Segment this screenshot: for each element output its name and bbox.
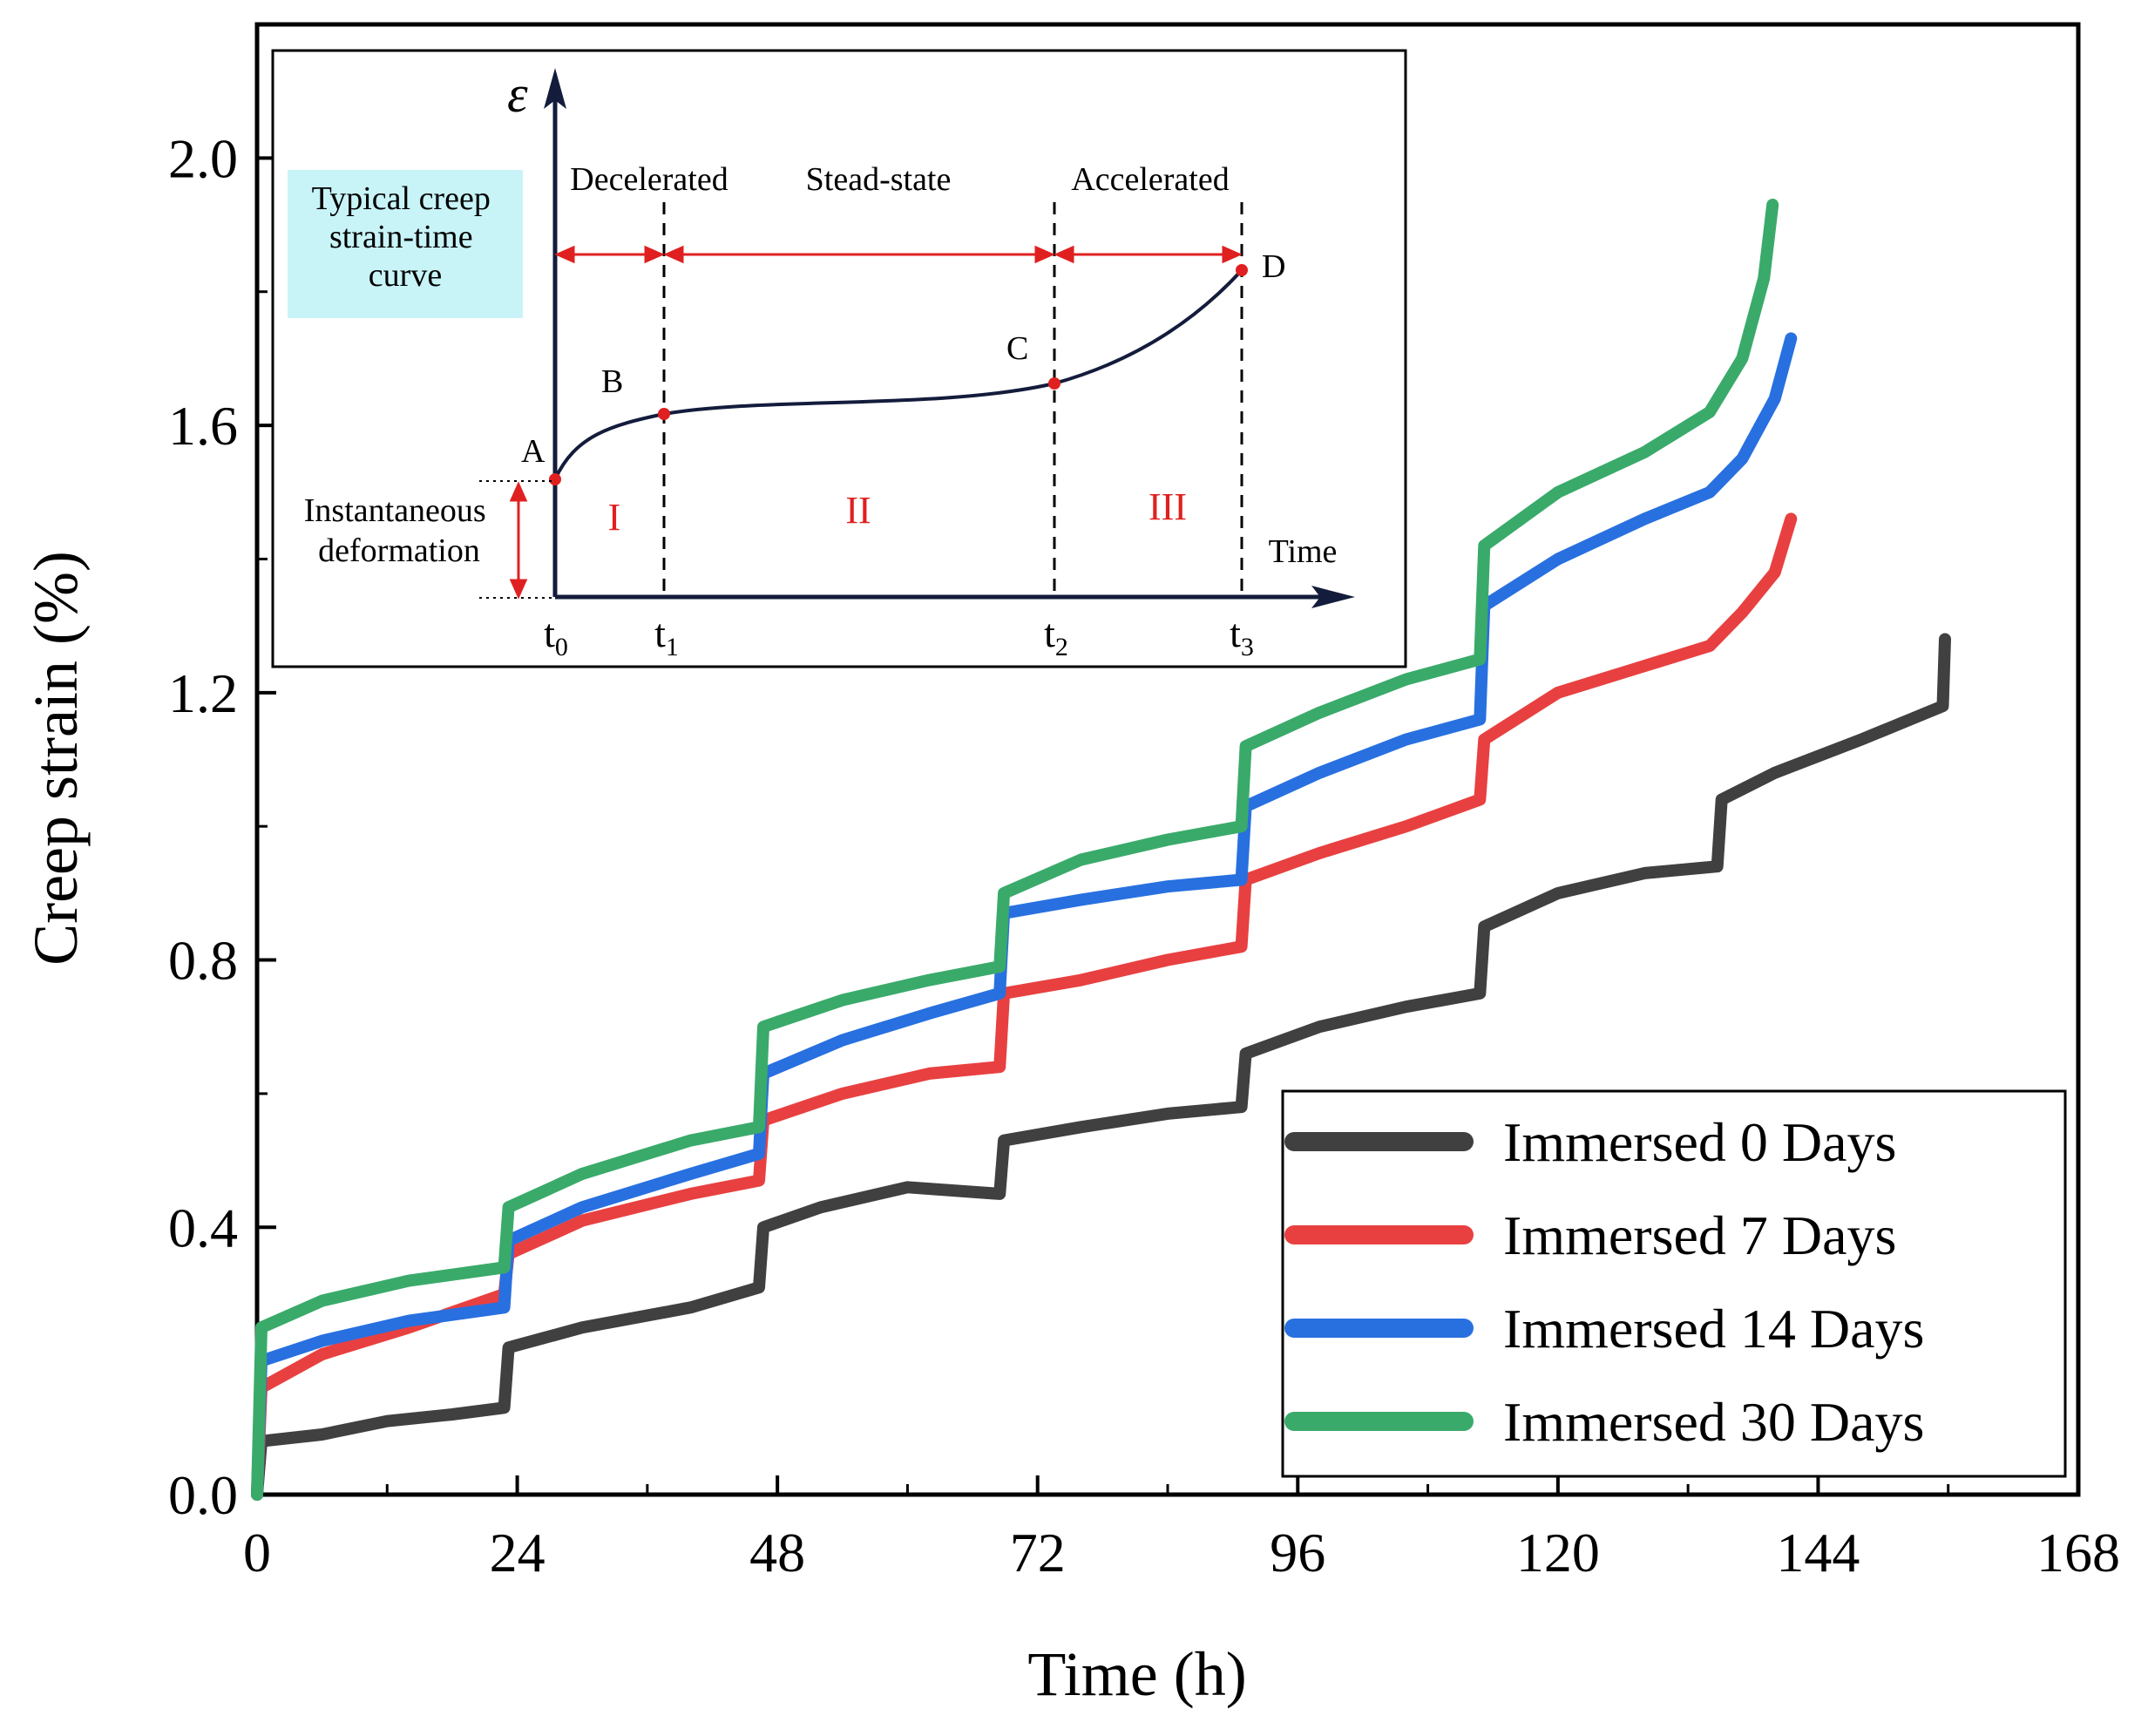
y-tick-label: 0.4 <box>168 1197 238 1258</box>
legend-label-1: Immersed 7 Days <box>1503 1204 1896 1266</box>
inset-creep-curve <box>553 268 1243 480</box>
y-axis-title: Creep strain (%) <box>21 551 91 966</box>
x-tick-label: 0 <box>243 1522 271 1583</box>
y-tick-label: 1.6 <box>168 395 238 457</box>
x-axis-title: Time (h) <box>1027 1639 1246 1709</box>
inset-point-b <box>658 408 670 420</box>
x-tick-label: 72 <box>1010 1522 1066 1583</box>
inset-frame <box>271 49 1407 668</box>
x-tick-label: 96 <box>1270 1522 1325 1583</box>
legend-label-0: Immersed 0 Days <box>1503 1111 1896 1173</box>
x-axis-ticks: 0 24 48 72 96 120 144 168 <box>243 1475 2120 1583</box>
legend-label-2: Immersed 14 Days <box>1503 1298 1924 1360</box>
inset-point-a <box>549 473 561 485</box>
y-tick-label: 1.2 <box>168 662 238 724</box>
inset-label-a: A <box>521 433 545 470</box>
inset-diagram: Typical creep strain-time curve ε Time D… <box>271 49 1407 668</box>
inset-instantaneous-line-1: Instantaneous <box>304 492 486 529</box>
inset-y-symbol: ε <box>507 65 528 123</box>
series-line-2 <box>251 332 1798 1501</box>
inset-stage-arrows <box>554 245 1243 264</box>
legend-label-3: Immersed 30 Days <box>1503 1391 1924 1453</box>
inset-title-box <box>288 170 523 318</box>
inset-stage-steady: Stead-state <box>806 161 952 198</box>
x-tick-label: 24 <box>490 1522 545 1583</box>
x-tick-label: 168 <box>2036 1522 2120 1583</box>
y-tick-label: 0.0 <box>168 1464 238 1526</box>
inset-x-arrow-icon <box>1311 586 1355 608</box>
inset-title-line-1: Typical creep <box>312 180 491 217</box>
y-tick-label: 2.0 <box>168 127 238 189</box>
inset-title-line-2: strain-time <box>329 219 473 255</box>
inset-title-line-3: curve <box>369 257 442 294</box>
legend: Immersed 0 Days Immersed 7 Days Immersed… <box>1281 1089 2067 1478</box>
x-tick-label: 120 <box>1516 1522 1600 1583</box>
inset-instant-arrow <box>509 481 528 600</box>
inset-label-b: B <box>601 363 623 400</box>
inset-region-i: I <box>608 496 621 539</box>
series-line-0 <box>251 633 1951 1501</box>
inset-point-d <box>1236 264 1248 276</box>
inset-region-ii: II <box>845 489 871 532</box>
inset-instantaneous-label: Instantaneous deformation <box>304 492 494 569</box>
y-axis-ticks: 0.0 0.4 0.8 1.2 1.6 2.0 <box>168 127 276 1526</box>
inset-stage-accelerated: Accelerated <box>1071 161 1229 198</box>
inset-point-c <box>1048 377 1060 390</box>
x-tick-label: 144 <box>1776 1522 1860 1583</box>
inset-instantaneous-line-2: deformation <box>318 532 480 569</box>
inset-title: Typical creep strain-time curve <box>312 180 499 294</box>
y-tick-label: 0.8 <box>168 930 238 992</box>
inset-region-iii: III <box>1149 485 1187 528</box>
inset-label-c: C <box>1006 330 1028 367</box>
series-line-3 <box>251 199 1779 1501</box>
x-tick-label: 48 <box>749 1522 805 1583</box>
series-layer <box>251 199 1951 1501</box>
inset-stage-decelerated: Decelerated <box>570 161 728 198</box>
inset-y-arrow-icon <box>544 68 566 109</box>
inset-label-d: D <box>1262 248 1285 285</box>
inset-x-label: Time <box>1269 533 1338 570</box>
